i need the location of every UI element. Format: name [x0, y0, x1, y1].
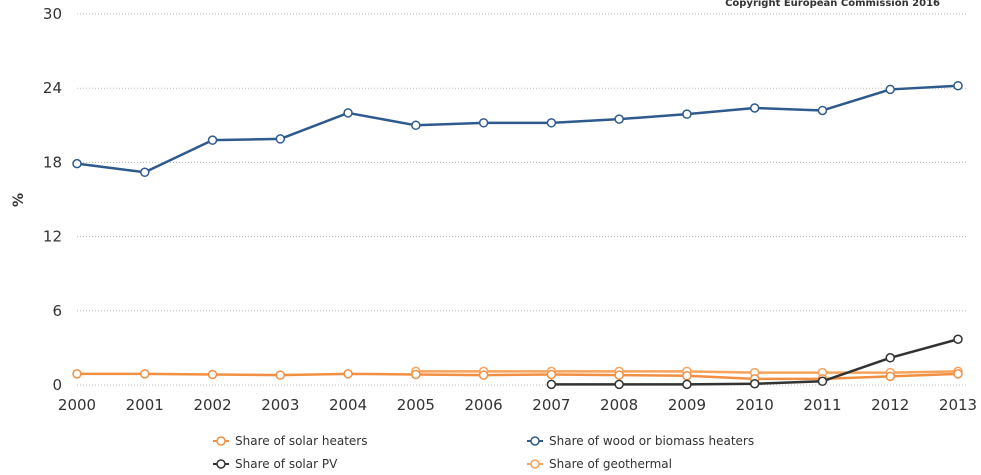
- copyright-text: Copyright European Commission 2016: [725, 0, 940, 9]
- x-tick-label: 2007: [532, 396, 570, 414]
- data-point: [546, 118, 557, 128]
- y-tick-label: 18: [43, 153, 62, 171]
- x-tick-label: 2009: [668, 396, 706, 414]
- data-point: [885, 353, 895, 363]
- series-solar-heaters: [72, 369, 963, 384]
- data-point: [953, 334, 963, 344]
- data-point: [885, 84, 895, 95]
- legend-item-wood-biomass[interactable]: Share of wood or biomass heaters: [527, 434, 754, 448]
- data-point: [72, 158, 82, 169]
- legend-item-solar-heaters[interactable]: Share of solar heaters: [213, 434, 367, 448]
- data-point: [546, 379, 557, 390]
- legend: Share of solar heaters Share of wood or b…: [213, 434, 754, 471]
- legend-marker-icon: [216, 436, 226, 446]
- data-point: [546, 369, 557, 380]
- legend-label: Share of solar PV: [235, 457, 338, 471]
- series-line: [77, 372, 959, 381]
- data-point: [817, 105, 828, 116]
- data-point: [275, 134, 286, 144]
- data-point: [953, 80, 963, 91]
- data-point: [343, 108, 353, 118]
- x-tick-label: 2012: [871, 396, 909, 414]
- data-point: [207, 369, 218, 380]
- data-point: [140, 167, 150, 178]
- data-point: [478, 370, 489, 380]
- y-axis-label: %: [11, 193, 27, 207]
- y-tick-label: 24: [43, 79, 62, 97]
- x-tick-label: 2002: [193, 396, 231, 414]
- data-point: [140, 369, 150, 379]
- gridlines: [77, 13, 966, 386]
- x-tick-label: 2000: [58, 396, 96, 414]
- x-tick-label: 2008: [600, 396, 638, 414]
- legend-label: Share of geothermal: [549, 457, 672, 471]
- data-point: [682, 370, 692, 381]
- series-line: [76, 84, 959, 174]
- x-tick-label: 2003: [261, 396, 299, 414]
- data-point: [885, 371, 895, 382]
- x-tick-label: 2005: [397, 396, 435, 414]
- y-tick-label: 12: [43, 228, 62, 246]
- data-point: [72, 369, 82, 379]
- data-point: [207, 135, 218, 145]
- y-tick-label: 0: [52, 376, 62, 394]
- data-point: [614, 370, 624, 380]
- y-tick-label: 6: [52, 302, 62, 320]
- data-point: [953, 369, 963, 379]
- data-point: [749, 103, 760, 113]
- data-point: [275, 370, 286, 380]
- data-point: [749, 379, 760, 389]
- legend-marker-icon: [530, 436, 540, 446]
- series-wood-biomass: [72, 80, 963, 178]
- x-tick-labels: 2000 2001 2002 2003 2004 2005 2006 2007 2008 2009…: [58, 396, 977, 414]
- data-point: [614, 114, 624, 124]
- legend-marker-icon: [216, 459, 226, 469]
- series-lines: [72, 80, 963, 390]
- x-tick-label: 2001: [126, 396, 164, 414]
- data-point: [682, 109, 692, 119]
- y-tick-labels: 0 6 12 18 24 30: [43, 5, 62, 394]
- legend-label: Share of wood or biomass heaters: [549, 434, 754, 448]
- x-tick-label: 2006: [465, 396, 503, 414]
- y-tick-label: 30: [43, 5, 62, 23]
- x-tick-label: 2010: [736, 396, 774, 414]
- x-tick-label: 2011: [803, 396, 841, 414]
- series-solar-pv: [546, 334, 963, 390]
- data-point: [411, 120, 421, 131]
- x-tick-label: 2004: [329, 396, 367, 414]
- data-point: [614, 379, 624, 390]
- data-point: [411, 369, 421, 380]
- x-tick-label: 2013: [939, 396, 977, 414]
- legend-marker-icon: [530, 459, 540, 469]
- data-point: [478, 118, 489, 128]
- legend-item-solar-pv[interactable]: Share of solar PV: [213, 457, 338, 471]
- legend-label: Share of solar heaters: [235, 434, 367, 448]
- data-point: [817, 376, 828, 387]
- data-point: [682, 379, 692, 390]
- legend-item-geothermal[interactable]: Share of geothermal: [527, 457, 672, 471]
- data-point: [343, 369, 353, 379]
